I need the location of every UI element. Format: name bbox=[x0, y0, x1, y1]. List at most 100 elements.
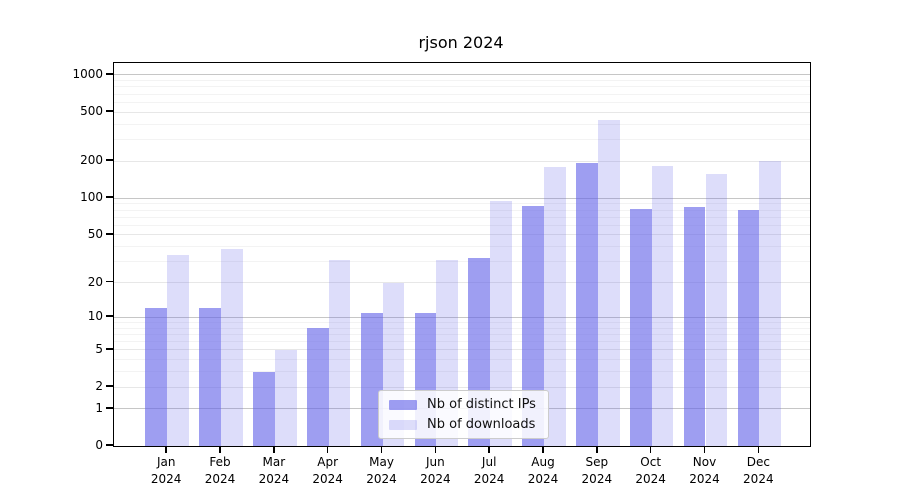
y-tick-mark bbox=[106, 73, 113, 75]
x-tick-mark bbox=[326, 446, 329, 454]
legend-label-distinct-ips: Nb of distinct IPs bbox=[427, 397, 536, 412]
x-axis-tick-label-oct: Oct 2024 bbox=[635, 455, 666, 486]
bar-distinct-ips-nov bbox=[683, 206, 706, 446]
x-tick-mark bbox=[542, 446, 544, 454]
x-axis-tick-label-nov: Nov 2024 bbox=[689, 455, 720, 486]
plot-area bbox=[113, 62, 811, 447]
legend-label-downloads: Nb of downloads bbox=[427, 417, 536, 432]
gridline-70 bbox=[114, 216, 810, 218]
gridline-7 bbox=[114, 333, 810, 335]
x-tick-mark bbox=[434, 446, 437, 454]
bar-downloads-jul bbox=[490, 201, 512, 446]
x-tick-mark bbox=[219, 446, 221, 454]
y-axis-tick-label: 20 bbox=[87, 274, 103, 289]
gridline-90 bbox=[114, 203, 810, 205]
y-tick-mark bbox=[106, 110, 113, 112]
y-tick-mark bbox=[106, 233, 113, 235]
x-tick-mark bbox=[703, 446, 706, 454]
bar-downloads-feb bbox=[221, 249, 243, 446]
bar-distinct-ips-jan bbox=[145, 308, 168, 446]
x-axis-tick-label-dec: Dec 2024 bbox=[743, 455, 774, 486]
x-axis-tick-label-feb: Feb 2024 bbox=[204, 455, 236, 486]
legend-item-distinct-ips: Nb of distinct IPs bbox=[389, 397, 536, 412]
bar-distinct-ips-feb bbox=[199, 308, 222, 446]
bar-distinct-ips-oct bbox=[629, 208, 652, 446]
y-tick-mark bbox=[106, 444, 113, 446]
gridline-600 bbox=[114, 101, 810, 103]
y-tick-mark bbox=[106, 406, 113, 409]
x-axis-tick-label-may: May 2024 bbox=[366, 455, 397, 486]
gridline-10 bbox=[114, 316, 810, 318]
bar-distinct-ips-aug bbox=[522, 205, 544, 446]
bar-distinct-ips-apr bbox=[306, 328, 329, 446]
x-tick-mark bbox=[273, 446, 275, 454]
x-tick-mark bbox=[596, 446, 598, 454]
bar-distinct-ips-dec bbox=[737, 210, 760, 446]
gridline-400 bbox=[114, 123, 810, 125]
gridline-1000 bbox=[114, 74, 810, 76]
y-tick-mark bbox=[106, 347, 113, 350]
gridline-5 bbox=[114, 349, 810, 351]
y-axis-tick-label: 1000 bbox=[72, 66, 103, 81]
gridline-2 bbox=[114, 386, 810, 388]
legend-swatch-downloads bbox=[389, 419, 417, 430]
x-tick-mark bbox=[488, 446, 490, 454]
legend: Nb of distinct IPs Nb of downloads bbox=[378, 390, 549, 439]
x-tick-mark bbox=[649, 446, 652, 454]
bar-downloads-nov bbox=[705, 173, 728, 446]
gridline-700 bbox=[114, 93, 810, 95]
x-axis-tick-label-mar: Mar 2024 bbox=[258, 455, 290, 486]
y-axis-tick-label: 10 bbox=[87, 309, 103, 324]
y-axis-tick-label: 500 bbox=[80, 104, 103, 119]
y-axis-tick-label: 100 bbox=[80, 190, 103, 205]
bar-downloads-mar bbox=[274, 349, 297, 446]
y-axis-tick-label: 2 bbox=[95, 379, 103, 393]
bar-distinct-ips-may bbox=[360, 312, 383, 446]
gridline-300 bbox=[114, 139, 810, 141]
bar-downloads-jan bbox=[167, 255, 189, 446]
bar-distinct-ips-sep bbox=[576, 162, 598, 446]
bar-downloads-dec bbox=[759, 161, 782, 446]
bar-downloads-apr bbox=[328, 259, 351, 446]
y-tick-mark bbox=[106, 385, 113, 387]
gridline-200 bbox=[114, 160, 810, 162]
x-axis-tick-label-sep: Sep 2024 bbox=[581, 455, 613, 486]
y-tick-mark bbox=[106, 196, 113, 198]
bar-downloads-aug bbox=[544, 167, 566, 446]
x-tick-mark bbox=[757, 446, 760, 454]
x-axis-tick-label-apr: Apr 2024 bbox=[312, 455, 343, 486]
gridline-800 bbox=[114, 86, 810, 88]
gridline-40 bbox=[114, 246, 810, 248]
bar-downloads-oct bbox=[651, 166, 674, 446]
chart-title: rjson 2024 bbox=[418, 33, 504, 52]
x-axis-tick-label-aug: Aug 2024 bbox=[527, 455, 559, 486]
gridline-30 bbox=[114, 261, 810, 263]
x-tick-mark bbox=[380, 446, 383, 454]
gridline-50 bbox=[114, 234, 810, 236]
y-axis-tick-label: 5 bbox=[95, 341, 103, 356]
y-axis-tick-label: 50 bbox=[87, 226, 103, 241]
gridline-60 bbox=[114, 224, 810, 226]
legend-item-downloads: Nb of downloads bbox=[389, 417, 536, 432]
y-tick-mark bbox=[106, 315, 113, 318]
x-axis-tick-label-jun: Jun 2024 bbox=[420, 455, 451, 486]
x-tick-mark bbox=[165, 446, 167, 454]
gridline-500 bbox=[114, 111, 810, 113]
y-tick-mark bbox=[106, 280, 113, 283]
gridline-900 bbox=[114, 80, 810, 82]
x-axis-tick-label-jul: Jul 2024 bbox=[473, 455, 505, 486]
legend-swatch-distinct-ips bbox=[389, 399, 417, 410]
gridline-4 bbox=[114, 359, 810, 361]
y-axis-tick-label: 200 bbox=[80, 153, 103, 168]
bar-distinct-ips-mar bbox=[253, 371, 275, 446]
gridline-20 bbox=[114, 282, 810, 283]
gridline-80 bbox=[114, 209, 810, 211]
gridline-9 bbox=[114, 321, 810, 323]
gridline-8 bbox=[114, 327, 810, 329]
bar-downloads-sep bbox=[597, 120, 620, 446]
gridline-3 bbox=[114, 371, 810, 373]
y-axis-tick-label: 0 bbox=[95, 438, 103, 452]
x-axis-tick-label-jan: Jan 2024 bbox=[150, 455, 182, 486]
y-tick-mark bbox=[106, 159, 113, 161]
